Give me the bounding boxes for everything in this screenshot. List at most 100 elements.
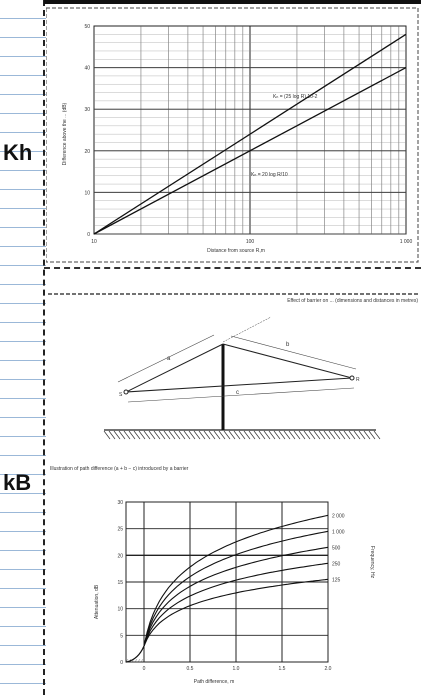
label-s: S [119,392,123,398]
bottom-y-tick: 0 [120,660,123,666]
hatch-stroke [258,430,266,440]
hatch-stroke [193,430,201,440]
top-y-tick: 30 [84,107,90,113]
top-y-tick: 40 [84,66,90,72]
path-c [125,377,353,393]
hatch-stroke [243,430,251,440]
diagram-caption-right: Effect of barrier on ... (dimensions and… [287,298,418,304]
bottom-curve-1 [143,530,329,647]
hatch-stroke [103,430,111,440]
hatch-stroke [118,430,126,440]
top-x-tick: 10 [91,239,97,245]
hatch-stroke [368,430,376,440]
hatch-stroke [323,430,331,440]
hatch-stroke [233,430,241,440]
bottom-y-tick: 10 [117,607,123,613]
top-y-tick: 20 [84,149,90,155]
hatch-stroke [328,430,336,440]
column-separator [43,0,45,695]
top-x-tick: 100 [246,239,255,245]
barrier-diagram: a b c S R [103,316,381,440]
bottom-chart-grid [125,501,329,663]
hatch-stroke [268,430,276,440]
hatch-stroke [143,430,151,440]
hatch-stroke [333,430,341,440]
bottom-y-tick: 15 [117,580,123,586]
bottom-y-tick: 25 [117,527,123,533]
hatch-stroke [188,430,196,440]
hatch-stroke [203,430,211,440]
bottom-xlabel: Path difference, m [194,679,235,685]
hatch-stroke [373,430,381,440]
hatch-stroke [348,430,356,440]
hatch-stroke [303,430,311,440]
label-c: c [236,390,239,396]
ground-hatch [103,430,381,440]
dim-c [127,387,355,403]
line-of-sight [222,316,272,343]
hatch-stroke [163,430,171,440]
hatch-stroke [253,430,261,440]
bottom-y-tick: 20 [117,553,123,559]
bottom-chart-ticks: 0 5 10 15 20 25 30 0 0.5 1.0 1.5 2.0 2 000 1 000 500 25… [117,500,344,672]
hatch-stroke [273,430,281,440]
hatch-stroke [363,430,371,440]
bottom-freq-label: 1 000 [332,529,345,535]
bottom-curve-2 [143,546,329,647]
bottom-right-label: Frequency, Hz [369,546,375,579]
bottom-x-tick: 2.0 [325,666,332,672]
row-label-kb: kB [3,470,32,495]
hatch-stroke [113,430,121,440]
bottom-freq-label: 125 [332,577,341,583]
path-a [125,343,224,393]
top-chart-frame [45,7,419,263]
hatch-stroke [158,430,166,440]
source-point [123,389,129,395]
hatch-stroke [298,430,306,440]
hatch-stroke [283,430,291,440]
hatch-stroke [148,430,156,440]
bottom-chart-curves [125,514,329,663]
top-x-tick: 1 000 [400,239,413,245]
hatch-stroke [123,430,131,440]
top-y-tick: 50 [84,24,90,30]
diagram-caption-bottom: Illustration of path difference (a + b −… [50,466,189,472]
hatch-stroke [288,430,296,440]
hatch-stroke [178,430,186,440]
top-series-upper [93,33,407,235]
bottom-curve-0 [143,514,329,647]
hatch-stroke [133,430,141,440]
top-xlabel: Distance from source R,m [207,248,265,254]
hatch-stroke [138,430,146,440]
bottom-freq-label: 2 000 [332,513,345,519]
hatch-stroke [278,430,286,440]
hatch-stroke [318,430,326,440]
hatch-stroke [293,430,301,440]
hatch-stroke [198,430,206,440]
top-chart-lines [93,33,407,235]
bottom-freq-label: 500 [332,545,341,551]
top-eq-upper: Kₕ = (25 log R) 10-2 [273,94,318,100]
hatch-stroke [208,430,216,440]
top-y-tick: 10 [84,190,90,196]
hatch-stroke [263,430,271,440]
hatch-stroke [173,430,181,440]
bottom-hatch [134,658,138,663]
bottom-panel-svg: Effect of barrier on ... (dimensions and… [48,293,418,685]
dim-b [230,335,357,370]
bottom-hatch [140,658,144,663]
hatch-stroke [338,430,346,440]
hatch-stroke [153,430,161,440]
hatch-stroke [128,430,136,440]
label-a: a [167,356,171,362]
bottom-curve-lead [125,645,145,663]
row-label-kh: Kh [3,140,33,165]
bottom-x-tick: 1.5 [279,666,286,672]
bottom-panel: Effect of barrier on ... (dimensions and… [46,292,421,695]
hatch-stroke [108,430,116,440]
bottom-x-tick: 0 [143,666,146,672]
hatch-stroke [213,430,221,440]
top-eq-lower: Kₕ = 20 log R/10 [251,172,288,178]
top-series-lower [93,67,407,235]
receiver-point [349,375,355,381]
